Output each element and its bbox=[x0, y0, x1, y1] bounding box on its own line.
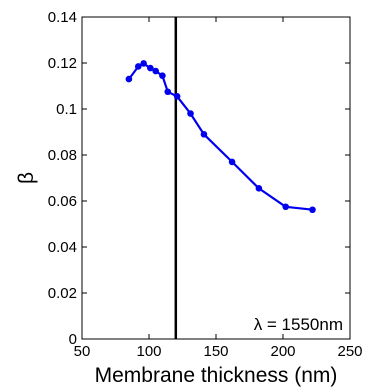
x-tick-label: 250 bbox=[337, 343, 362, 360]
y-tick-label: 0.08 bbox=[48, 147, 77, 164]
x-tick-label: 100 bbox=[136, 343, 161, 360]
y-tick-label: 0.04 bbox=[48, 239, 77, 256]
x-tick-label: 200 bbox=[270, 343, 295, 360]
data-point bbox=[159, 72, 166, 79]
x-axis-title: Membrane thickness (nm) bbox=[95, 364, 338, 387]
data-point bbox=[140, 60, 147, 67]
y-axis-ticks: 0 0.02 0.04 0.06 0.08 0.1 0.12 0.14 bbox=[48, 9, 350, 348]
data-point bbox=[134, 63, 142, 70]
data-point bbox=[309, 206, 316, 214]
data-point bbox=[228, 158, 236, 166]
plot-area bbox=[81, 16, 351, 340]
y-tick-label: 0.1 bbox=[56, 101, 77, 118]
y-tick-label: 0 bbox=[69, 331, 77, 348]
y-tick-label: 0.12 bbox=[48, 55, 77, 72]
x-tick-label: 150 bbox=[203, 343, 228, 360]
series-layer bbox=[125, 60, 316, 214]
data-point bbox=[282, 203, 289, 211]
x-axis-ticks: 50 100 150 200 250 bbox=[74, 17, 363, 360]
y-tick-label: 0.14 bbox=[48, 9, 77, 26]
data-point bbox=[187, 110, 194, 117]
data-point bbox=[125, 75, 133, 83]
data-point bbox=[200, 131, 208, 138]
data-point bbox=[147, 64, 154, 72]
x-tick-label: 50 bbox=[74, 343, 91, 360]
data-point bbox=[164, 88, 172, 96]
data-point bbox=[255, 185, 263, 192]
y-tick-label: 0.02 bbox=[48, 285, 77, 302]
y-tick-label: 0.06 bbox=[48, 193, 77, 210]
data-point bbox=[152, 67, 159, 75]
y-axis-title: β bbox=[15, 172, 38, 184]
annotation-label: λ = 1550nm bbox=[254, 315, 343, 334]
data-point bbox=[173, 93, 181, 100]
